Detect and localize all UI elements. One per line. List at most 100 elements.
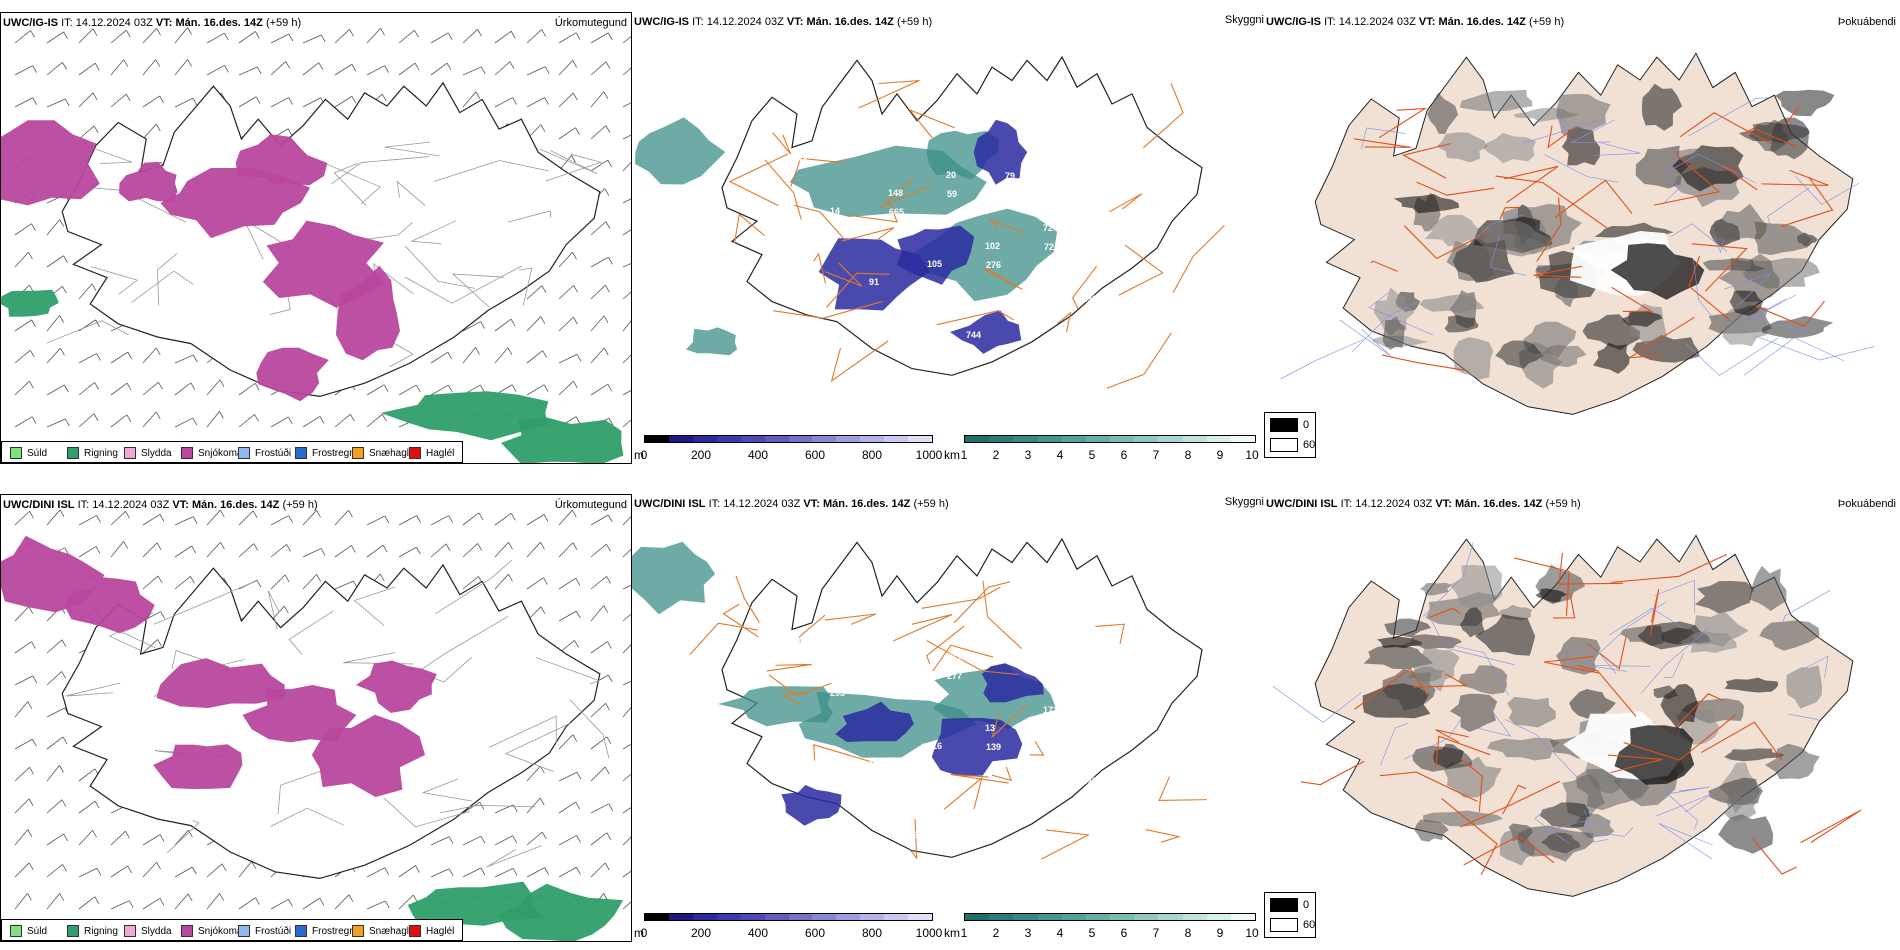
wind-barb [510,513,516,521]
wind-barb [447,352,453,360]
fog-index-area [1427,92,1459,134]
road [1688,255,1731,321]
fog-index-area [1538,344,1587,368]
wind-barb [14,862,30,878]
colorbar-tick-label: 800 [861,926,883,940]
road [1158,776,1207,801]
wind-barb [590,383,609,396]
wind-barb [334,894,350,910]
wind-barb [526,285,543,300]
wind-barb [571,509,577,518]
wind-barb [62,864,67,872]
wind-barb [14,701,29,718]
road [1531,820,1610,836]
wind-barb [384,515,390,524]
road [841,227,895,242]
snow-area [262,220,385,308]
visibility-colorbar: km 1 2 3 4 5 6 7 8 9 10 [942,913,1260,941]
road [1781,176,1834,227]
wind-barb [544,867,550,875]
wind-barb [270,515,289,526]
road [85,144,133,164]
wind-barb [398,865,416,878]
road [790,157,844,187]
wind-barb [96,515,101,523]
fog-index-area [1724,794,1758,822]
legend-label: Súld [27,447,48,459]
wind-barb [193,354,198,363]
wind-barb [590,315,605,332]
wind-barb [14,510,30,526]
road [824,262,863,287]
cloud-base-label: 59 [1004,864,1014,874]
wind-barb [320,34,326,43]
cloud-base-label: 632 [1083,795,1098,805]
fog-index-area [1483,132,1537,164]
fog-legend: 0 60 [1264,412,1316,458]
wind-barb [430,32,449,44]
road [1593,142,1641,156]
cloud-base-label: 59 [1121,847,1131,857]
wind-barb [576,867,581,875]
road [1435,729,1469,743]
wind-barb [59,765,64,773]
wind-barb [142,59,157,76]
wind-barb [78,382,95,396]
wind-barb [590,803,609,814]
wind-barb [398,62,416,76]
rain-area [498,883,624,941]
low-cloud-area [950,310,1022,354]
road [1743,337,1845,376]
road [440,804,536,814]
fog-index-area [1759,620,1820,651]
wind-barb [384,65,390,73]
fog-index-area [1653,685,1679,700]
road [153,582,253,625]
wind-barb [46,98,66,108]
wind-barb [622,36,631,44]
wind-barb [174,354,194,364]
panel-type-label: Skyggni [1224,496,1264,508]
wind-barb [622,613,631,622]
road [1586,665,1651,672]
road [384,141,440,157]
low-visibility-area [718,686,834,727]
road [1800,809,1862,844]
wind-barb [448,868,454,876]
fog-index-area [1593,342,1630,374]
wind-barb [494,97,513,108]
wind-barb [558,316,574,332]
cloud-base-label: 59 [811,295,821,305]
wind-barb [604,188,610,196]
road [1041,829,1091,860]
wind-barb [142,123,157,140]
wind-barb [477,543,483,551]
road [982,266,1023,290]
wind-barb [142,834,161,846]
fog-index-area [1724,748,1785,762]
road [331,156,430,185]
wind-barb [590,284,606,300]
wind-barb [558,32,577,44]
wind-barb [206,379,221,396]
colorbar-strip [644,913,933,921]
road [1495,175,1608,229]
wind-barb [448,385,453,393]
wind-barb [224,33,229,41]
cloud-base-label: 102 [985,241,1000,251]
wind-barb [462,576,479,590]
wind-barb [558,801,576,814]
wind-barb [590,125,607,140]
road [798,614,826,643]
cloud-map: 114 77 139 632 126 277 293 100 92 99 350 125 136 445 2… [632,537,1207,875]
wind-barb [254,414,259,422]
fog-index-area [1641,83,1683,131]
wind-barb [622,644,631,654]
wind-barb [46,418,66,428]
road [1761,169,1829,186]
colorbar-tick-label: 2 [992,448,1000,462]
wind-barb [622,901,631,910]
road [488,715,557,748]
wind-barb [608,257,613,265]
cloud-map: 843 665 276 155 249 59 72 59 113 79 85 91 744 156 14 10… [635,55,1225,393]
